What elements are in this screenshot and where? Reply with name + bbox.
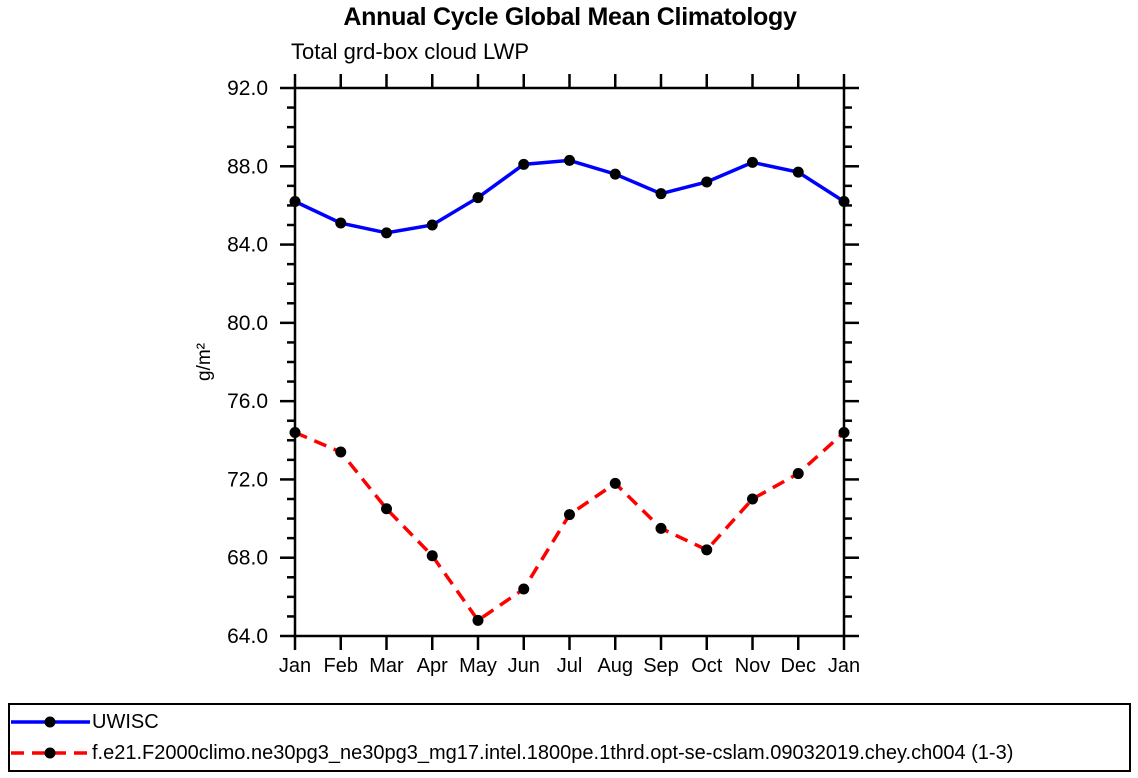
x-tick-label: Aug (597, 655, 633, 677)
series-marker-1 (472, 614, 484, 626)
series-line-1 (294, 430, 846, 623)
series-marker-0 (381, 227, 392, 239)
chart-subtitle: Total grd-box cloud LWP (291, 39, 530, 64)
x-tick-label: Jan (828, 655, 860, 677)
legend-row-uwisc: UWISC (10, 709, 1129, 735)
y-tick-label: 88.0 (227, 155, 268, 178)
y-tick-label: 72.0 (227, 468, 268, 491)
plot-frame (293, 86, 846, 638)
x-tick-label: Nov (735, 655, 771, 677)
series-marker-1 (289, 426, 301, 438)
series-marker-1 (655, 522, 667, 534)
series-marker-0 (335, 217, 347, 229)
series-marker-1 (518, 583, 530, 595)
y-tick-label: 80.0 (227, 312, 268, 335)
series-marker-0 (838, 196, 850, 208)
x-tick-label: Oct (691, 655, 723, 677)
chart-title: Annual Cycle Global Mean Climatology (343, 3, 797, 31)
x-tick-label: Jun (508, 655, 540, 677)
series-marker-0 (701, 176, 713, 188)
series-marker-1 (426, 550, 438, 562)
x-tick-label: Feb (324, 655, 358, 677)
x-tick-label: Apr (417, 655, 448, 677)
series-marker-0 (564, 154, 575, 166)
legend-label-model: f.e21.F2000climo.ne30pg3_ne30pg3_mg17.in… (92, 741, 1014, 764)
legend-label-uwisc: UWISC (92, 711, 159, 734)
x-tick-label: Dec (780, 655, 816, 677)
series-marker-0 (792, 166, 804, 178)
x-tick-label: May (459, 655, 497, 677)
series-marker-0 (609, 168, 621, 180)
series-marker-1 (564, 509, 575, 521)
series-marker-1 (701, 544, 713, 556)
series-marker-0 (655, 188, 667, 200)
series-marker-1 (838, 426, 850, 438)
series-marker-0 (747, 156, 758, 168)
series-marker-1 (609, 477, 621, 489)
y-tick-label: 84.0 (227, 234, 268, 257)
x-tick-label: Sep (643, 655, 679, 677)
plot-area: Jan Feb Mar Apr May Jun Jul Aug Sep Oct Nov Dec Jan 6… (227, 74, 860, 677)
y-tick-label: 64.0 (227, 625, 268, 648)
legend-line-uwisc-icon (11, 716, 90, 728)
x-tick-label: Jul (557, 655, 583, 677)
series-line-0 (294, 158, 845, 235)
y-tick-label: 68.0 (227, 547, 268, 570)
legend-line-model-icon (11, 747, 90, 759)
series-marker-1 (335, 446, 347, 458)
series-marker-1 (747, 493, 758, 505)
series-marker-0 (472, 192, 484, 204)
series-marker-0 (518, 158, 530, 170)
legend-box: UWISC f.e21.F2000climo.ne30pg3_ne30pg3_m… (8, 703, 1131, 772)
series-marker-1 (792, 468, 804, 480)
legend-row-model: f.e21.F2000climo.ne30pg3_ne30pg3_mg17.in… (10, 740, 1129, 766)
series-marker-0 (289, 196, 301, 208)
y-tick-label: 76.0 (227, 390, 268, 413)
series-marker-1 (381, 503, 392, 515)
y-tick-label: 92.0 (227, 77, 268, 100)
x-tick-label: Mar (369, 655, 404, 677)
x-tick-label: Jan (279, 655, 311, 677)
series-marker-0 (426, 219, 438, 231)
